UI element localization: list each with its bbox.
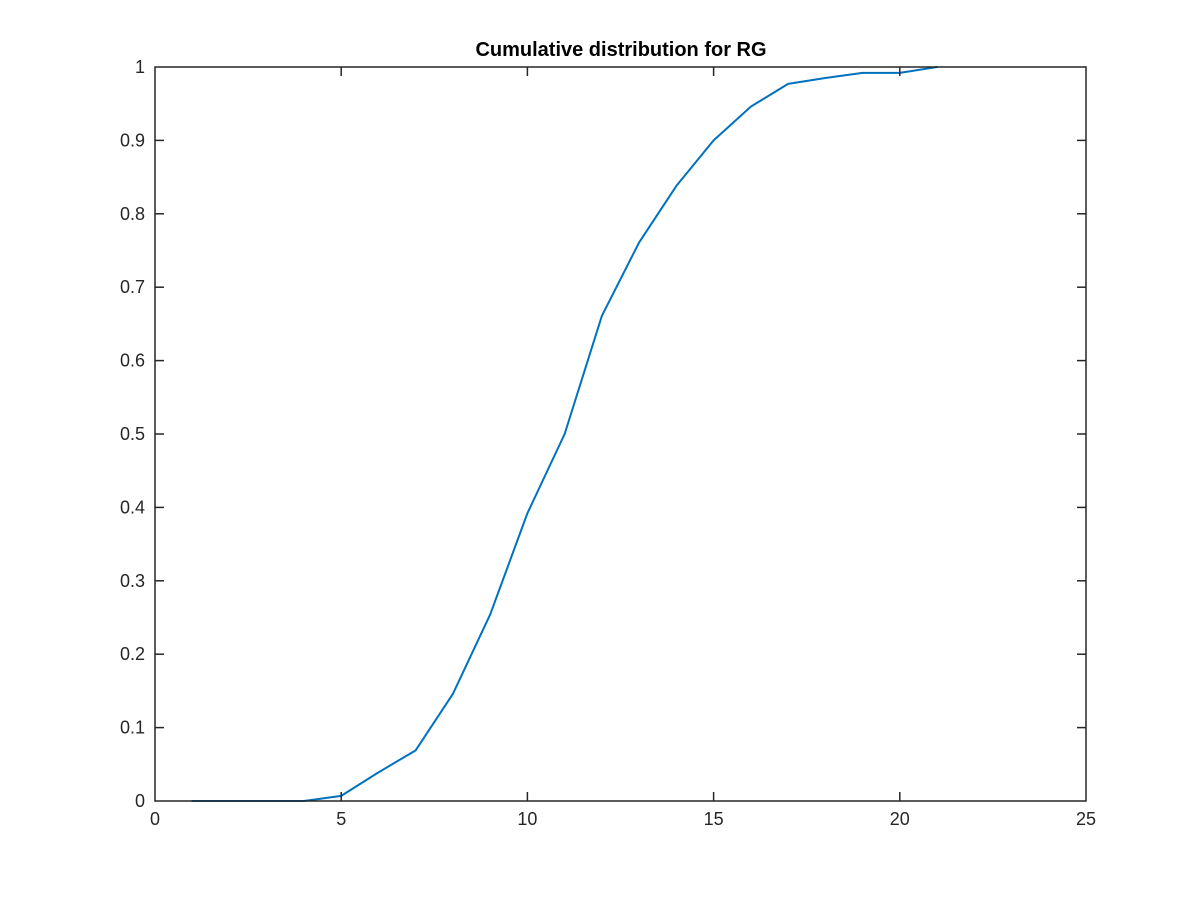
x-tick-label: 0 — [150, 809, 160, 829]
plot-area — [154, 66, 1087, 802]
y-tick-label: 0.7 — [120, 277, 145, 297]
y-tick-label: 0.5 — [120, 424, 145, 444]
x-tick-label: 5 — [336, 809, 346, 829]
y-tick-label: 0.1 — [120, 718, 145, 738]
series-line — [191, 66, 939, 802]
y-tick-label: 0.2 — [120, 644, 145, 664]
series-layer — [191, 66, 939, 802]
y-tick-label: 0.4 — [120, 497, 145, 517]
x-tick-label: 15 — [704, 809, 724, 829]
x-tick-label: 20 — [890, 809, 910, 829]
y-tick-label: 0.8 — [120, 204, 145, 224]
y-tick-label: 0 — [135, 791, 145, 811]
y-tick-label: 0.3 — [120, 571, 145, 591]
y-tick-label: 0.9 — [120, 130, 145, 150]
y-tick-label: 0.6 — [120, 351, 145, 371]
x-tick-label: 25 — [1076, 809, 1096, 829]
ticks-layer: 0 5 10 15 20 25 0 0.1 0.2 0.3 0.4 0.5 0.6 0.7 0.8 0.9 1 — [120, 57, 1096, 829]
chart-title: Cumulative distribution for RG — [475, 39, 766, 61]
x-tick-label: 10 — [517, 809, 537, 829]
y-tick-label: 1 — [135, 57, 145, 77]
